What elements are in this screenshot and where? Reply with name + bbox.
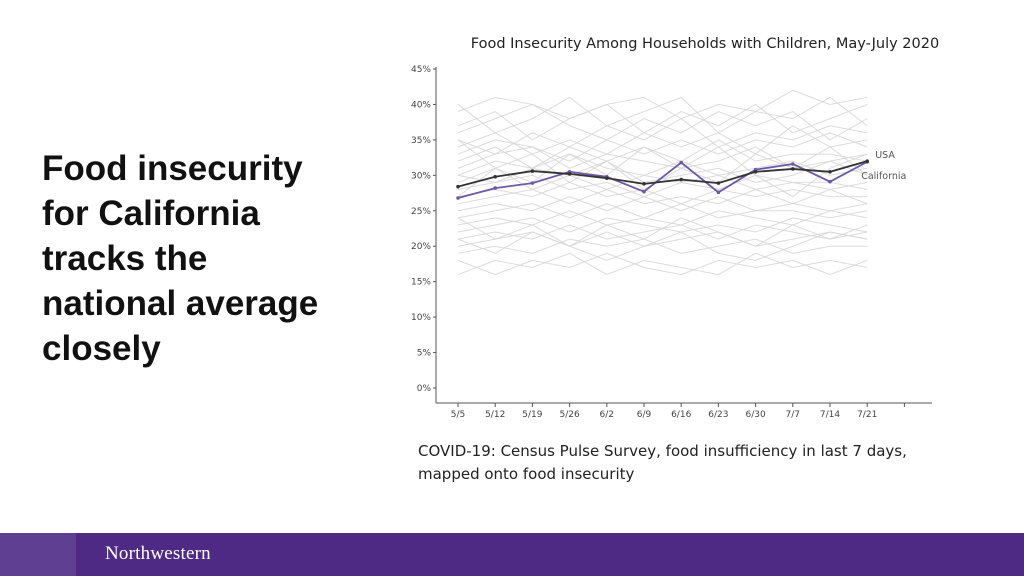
background-series-line xyxy=(457,118,868,155)
x-tick-label: 5/26 xyxy=(559,410,579,420)
background-series-line xyxy=(457,96,868,134)
background-series-line xyxy=(457,103,868,141)
y-tick-label: 35% xyxy=(411,136,431,146)
usa-point xyxy=(679,177,683,182)
x-tick-label: 5/12 xyxy=(485,410,505,420)
usa-point xyxy=(456,184,460,189)
x-tick-label: 6/2 xyxy=(600,410,614,420)
chart-title: Food Insecurity Among Households with Ch… xyxy=(470,36,940,52)
california-point xyxy=(530,181,535,185)
usa-point xyxy=(865,159,869,163)
x-tick-label: 7/21 xyxy=(857,410,877,420)
y-tick-label: 5% xyxy=(417,349,432,359)
y-tick-label: 45% xyxy=(411,65,431,75)
usa-point xyxy=(791,167,795,171)
x-tick-label: 5/5 xyxy=(451,410,465,420)
california-point xyxy=(642,189,646,194)
y-tick-label: 40% xyxy=(411,100,431,110)
x-tick-label: 7/14 xyxy=(820,410,840,420)
background-series-line xyxy=(457,217,868,247)
usa-series-label: USA xyxy=(875,150,895,161)
california-point xyxy=(679,160,683,165)
background-series-line xyxy=(457,196,868,212)
usa-point xyxy=(567,172,572,176)
footer-bar: Northwestern xyxy=(0,533,1024,576)
usa-point xyxy=(642,182,646,186)
california-series-label: California xyxy=(861,171,906,182)
x-tick-label: 7/7 xyxy=(786,410,800,420)
usa-point xyxy=(716,181,721,185)
background-series-line xyxy=(457,132,868,162)
chart-caption: COVID-19: Census Pulse Survey, food insu… xyxy=(418,442,907,483)
x-tick-label: 6/23 xyxy=(708,410,728,420)
background-series-line xyxy=(457,103,868,141)
usa-point xyxy=(530,169,535,173)
y-tick-label: 10% xyxy=(411,313,431,323)
background-series-line xyxy=(457,210,868,226)
northwestern-logo: Northwestern xyxy=(105,543,211,564)
highlight-series-group xyxy=(456,159,869,200)
background-series-line xyxy=(457,174,868,198)
y-tick-label: 15% xyxy=(411,278,431,288)
usa-point xyxy=(753,169,758,174)
y-tick-label: 30% xyxy=(411,171,431,181)
usa-point xyxy=(828,169,832,174)
background-series-line xyxy=(457,153,868,176)
background-series-line xyxy=(457,231,868,247)
background-series-line xyxy=(457,252,868,276)
x-tick-label: 6/16 xyxy=(671,410,691,420)
y-tick-label: 25% xyxy=(411,207,431,217)
footer-accent-block xyxy=(0,533,76,576)
background-series-line xyxy=(457,188,868,205)
california-point xyxy=(456,196,460,200)
california-series-line xyxy=(457,161,868,199)
california-point xyxy=(716,190,721,195)
california-point xyxy=(828,179,832,184)
background-series-line xyxy=(457,238,868,254)
usa-point xyxy=(605,176,609,180)
california-point xyxy=(791,162,795,166)
california-point xyxy=(493,186,497,190)
background-series-line xyxy=(457,125,868,155)
background-series-line xyxy=(457,252,868,276)
x-axis-group: 5/5 5/12 5/19 5/26 6/2 6/9 6/16 6/23 6/30 7/7 7/14… xyxy=(436,402,932,420)
background-series-group xyxy=(457,89,868,276)
usa-point xyxy=(493,174,497,179)
x-tick-label: 5/19 xyxy=(522,410,542,420)
headline: Food insecurity for California tracks th… xyxy=(42,149,319,368)
x-tick-label: 6/9 xyxy=(637,410,652,420)
background-series-line xyxy=(457,89,868,120)
usa-series-line xyxy=(457,160,868,188)
background-series-line xyxy=(457,203,868,219)
x-tick-label: 6/30 xyxy=(745,410,765,420)
y-tick-label: 20% xyxy=(411,242,431,252)
y-axis-group: 0% 5% 10% 15% 20% 25% 30% 35% 40% 45% xyxy=(411,65,437,403)
background-series-line xyxy=(457,231,868,261)
background-series-line xyxy=(457,139,868,183)
background-series-line xyxy=(457,146,868,198)
y-tick-label: 0% xyxy=(417,384,432,394)
line-chart: 0% 5% 10% 15% 20% 25% 30% 35% 40% 45% 5/5 5/12 5/19… xyxy=(411,65,932,420)
background-series-line xyxy=(457,181,868,205)
background-series-line xyxy=(457,139,868,169)
series-labels-group: USA California xyxy=(861,150,906,182)
